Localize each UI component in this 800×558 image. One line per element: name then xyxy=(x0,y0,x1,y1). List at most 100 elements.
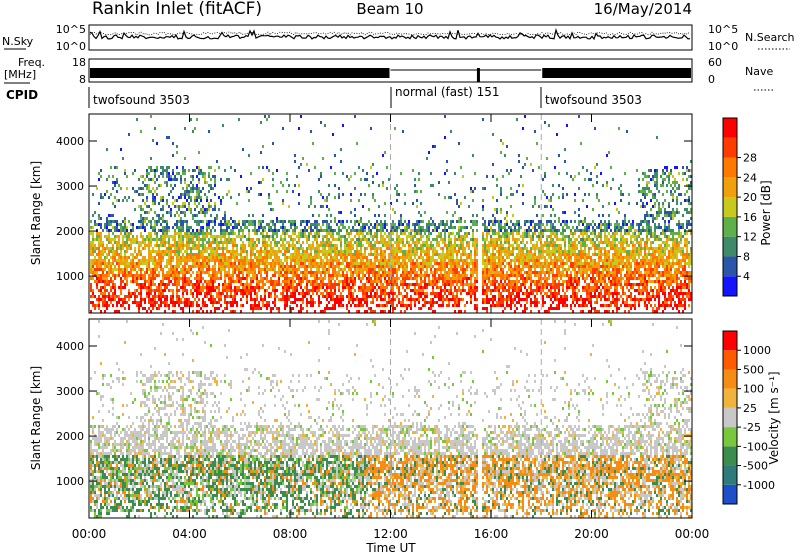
heatmap-cell xyxy=(148,235,150,238)
heatmap-cell xyxy=(202,211,204,214)
heatmap-cell xyxy=(234,298,236,301)
heatmap-cell xyxy=(406,229,408,232)
heatmap-cell xyxy=(132,187,134,190)
heatmap-cell xyxy=(150,259,152,262)
heatmap-cell xyxy=(246,286,248,289)
heatmap-cell xyxy=(436,229,438,232)
heatmap-cell xyxy=(118,199,120,202)
heatmap-cell xyxy=(234,223,236,226)
heatmap-cell xyxy=(192,256,194,259)
heatmap-cell xyxy=(374,265,376,268)
heatmap-cell xyxy=(240,250,242,253)
heatmap-cell xyxy=(294,244,296,247)
heatmap-cell xyxy=(136,301,138,304)
heatmap-cell xyxy=(280,283,282,286)
heatmap-cell xyxy=(414,286,416,289)
heatmap-cell xyxy=(426,229,428,232)
heatmap-cell xyxy=(176,145,178,148)
heatmap-cell xyxy=(116,181,118,184)
heatmap-cell xyxy=(140,298,142,301)
heatmap-cell xyxy=(306,286,308,289)
heatmap-cell xyxy=(348,280,350,283)
heatmap-cell xyxy=(226,220,228,223)
heatmap-cell xyxy=(386,247,388,250)
heatmap-cell xyxy=(324,262,326,265)
heatmap-cell xyxy=(330,166,332,169)
heatmap-cell xyxy=(228,232,230,235)
heatmap-cell xyxy=(118,286,120,289)
heatmap-cell xyxy=(186,250,188,253)
heatmap-cell xyxy=(316,253,318,256)
heatmap-cell xyxy=(232,280,234,283)
heatmap-cell xyxy=(102,274,104,277)
heatmap-cell xyxy=(362,286,364,289)
heatmap-cell xyxy=(450,196,452,199)
heatmap-cell xyxy=(168,250,170,253)
heatmap-cell xyxy=(102,244,104,247)
heatmap-cell xyxy=(264,241,266,244)
heatmap-cell xyxy=(406,283,408,286)
heatmap-cell xyxy=(182,244,184,247)
heatmap-cell xyxy=(484,307,486,310)
heatmap-cell xyxy=(158,265,160,268)
heatmap-cell xyxy=(106,307,108,310)
heatmap-cell xyxy=(410,298,412,301)
heatmap-cell xyxy=(160,268,162,271)
heatmap-cell xyxy=(460,256,462,259)
heatmap-cell xyxy=(204,172,206,175)
heatmap-cell xyxy=(156,265,158,268)
heatmap-cell xyxy=(430,283,432,286)
heatmap-cell xyxy=(422,286,424,289)
heatmap-cell xyxy=(140,232,142,235)
heatmap-cell xyxy=(450,253,452,256)
heatmap-cell xyxy=(502,175,504,178)
heatmap-cell xyxy=(154,196,156,199)
heatmap-cell xyxy=(160,265,162,268)
heatmap-cell xyxy=(318,229,320,232)
heatmap-cell xyxy=(206,181,208,184)
heatmap-cell xyxy=(444,115,446,118)
heatmap-cell xyxy=(428,220,430,223)
heatmap-cell xyxy=(386,274,388,277)
heatmap-cell xyxy=(248,232,250,235)
heatmap-cell xyxy=(90,268,92,271)
heatmap-cell xyxy=(218,271,220,274)
heatmap-cell xyxy=(450,265,452,268)
heatmap-cell xyxy=(410,262,412,265)
heatmap-cell xyxy=(180,247,182,250)
heatmap-cell xyxy=(214,271,216,274)
heatmap-cell xyxy=(476,268,478,271)
heatmap-cell xyxy=(292,271,294,274)
heatmap-cell xyxy=(268,262,270,265)
heatmap-cell xyxy=(314,166,316,169)
heatmap-cell xyxy=(496,274,498,277)
heatmap-cell xyxy=(330,247,332,250)
heatmap-cell xyxy=(242,244,244,247)
heatmap-cell xyxy=(274,286,276,289)
heatmap-cell xyxy=(202,175,204,178)
heatmap-cell xyxy=(342,250,344,253)
heatmap-cell xyxy=(444,271,446,274)
heatmap-cell xyxy=(322,238,324,241)
heatmap-cell xyxy=(202,256,204,259)
heatmap-cell xyxy=(348,277,350,280)
heatmap-cell xyxy=(492,163,494,166)
heatmap-cell xyxy=(368,268,370,271)
heatmap-cell xyxy=(440,292,442,295)
heatmap-cell xyxy=(110,295,112,298)
heatmap-cell xyxy=(312,244,314,247)
heatmap-cell xyxy=(136,253,138,256)
heatmap-cell xyxy=(206,283,208,286)
heatmap-cell xyxy=(112,238,114,241)
heatmap-cell xyxy=(438,244,440,247)
heatmap-cell xyxy=(296,247,298,250)
heatmap-cell xyxy=(438,304,440,307)
heatmap-cell xyxy=(268,193,270,196)
heatmap-cell xyxy=(428,301,430,304)
heatmap-cell xyxy=(142,181,144,184)
heatmap-cell xyxy=(364,292,366,295)
heatmap-cell xyxy=(104,298,106,301)
heatmap-cell xyxy=(422,304,424,307)
heatmap-cell xyxy=(110,220,112,223)
heatmap-cell xyxy=(118,265,120,268)
